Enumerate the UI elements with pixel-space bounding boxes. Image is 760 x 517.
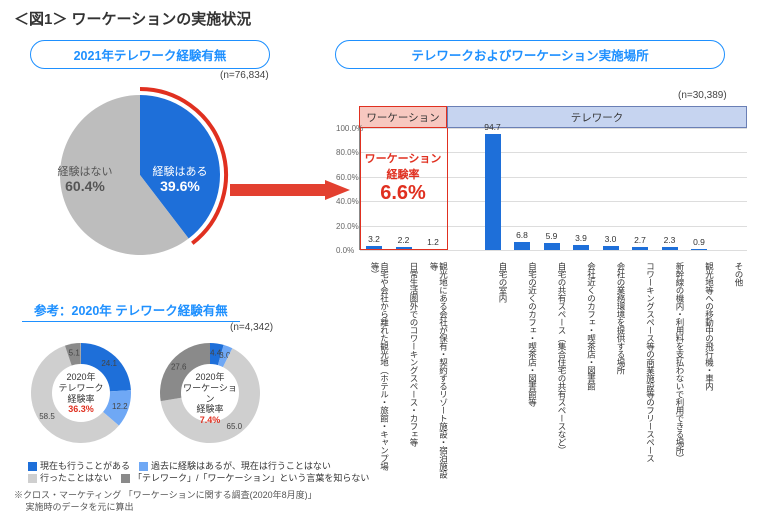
section1-header: 2021年テレワーク経験有無	[30, 40, 270, 69]
section1-n: (n=76,834)	[220, 70, 269, 81]
pie-2021: 39.6%経験はある 60.4%経験はない	[40, 85, 250, 268]
pie2020a-l3: 経験率	[67, 394, 94, 404]
pie2020a-l1: 2020年	[66, 372, 95, 382]
pie-2020a: 24.1 12.2 58.5 5.1 2020年 テレワーク 経験率 36.3%	[26, 338, 136, 451]
footnote: ※クロス・マーケティング 「ワーケーションに関する調査(2020年8月度)」 実…	[14, 490, 317, 513]
pie2020b-pct: 7.4%	[200, 415, 221, 425]
highlight-pct: 6.6%	[359, 182, 447, 205]
svg-text:60.4%: 60.4%	[65, 178, 105, 194]
highlight-l2: 経験率	[359, 166, 447, 182]
svg-text:経験はない: 経験はない	[58, 164, 113, 178]
svg-text:12.2: 12.2	[112, 402, 128, 411]
highlight-l1: ワーケーション	[359, 150, 447, 166]
category-labels: 自宅や会社から離れた観光地（ホテル・旅館・キャンプ場等）日常生活圏外でのコワーキ…	[359, 260, 743, 480]
pie2020a-pct: 36.3%	[68, 404, 94, 414]
svg-text:27.6: 27.6	[171, 362, 187, 371]
pie2020b-l3: 経験率	[196, 404, 223, 414]
pie-2020b: 4.43.065.027.6 2020年 ワーケーション 経験率 7.4%	[155, 338, 265, 451]
svg-text:39.6%: 39.6%	[160, 178, 200, 194]
pie2020b-l2: ワーケーション	[183, 383, 237, 404]
svg-text:経験はある: 経験はある	[153, 164, 208, 178]
svg-text:58.5: 58.5	[39, 412, 55, 421]
workation-highlight: ワーケーション 経験率 6.6%	[359, 150, 447, 205]
section2-header: テレワークおよびワーケーション実施場所	[335, 40, 725, 69]
svg-text:24.1: 24.1	[101, 359, 117, 368]
ref-n: (n=4,342)	[230, 322, 273, 333]
arrow	[230, 180, 350, 200]
ref-header: 参考：2020年 テレワーク経験有無	[22, 300, 240, 322]
section2-n: (n=30,389)	[678, 90, 727, 101]
legend: 現在も行うことがある 過去に経験はあるが、現在は行うことはない行ったことはない …	[28, 460, 369, 484]
figure-title: ＜図1＞ ワーケーションの実施状況	[14, 8, 251, 29]
pie2020a-l2: テレワーク	[58, 383, 103, 393]
svg-text:5.1: 5.1	[69, 349, 81, 358]
pie2020b-l1: 2020年	[195, 372, 224, 382]
